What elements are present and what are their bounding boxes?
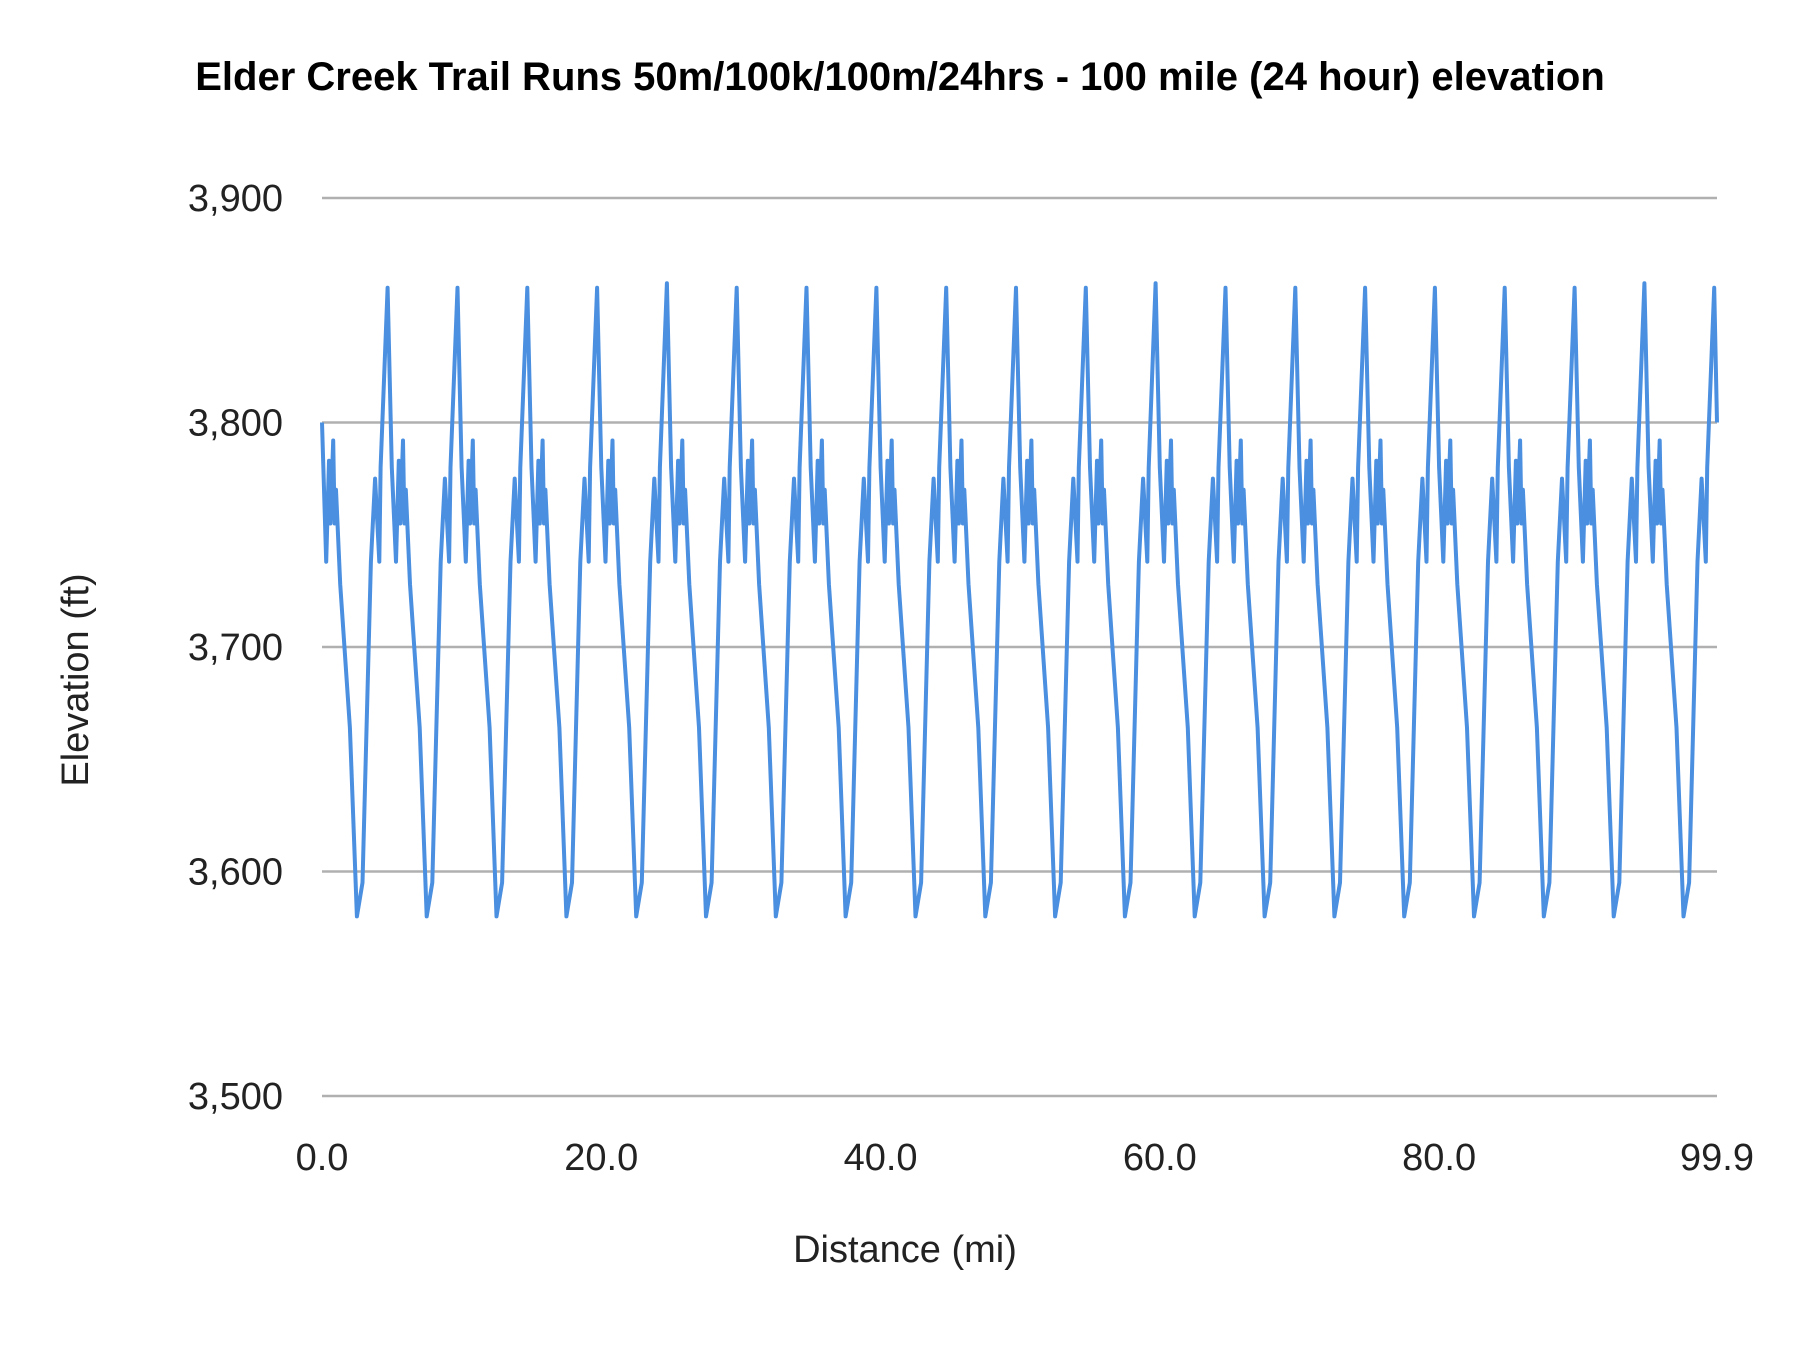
x-tick-label: 20.0 [564,1137,638,1179]
y-axis-label: Elevation (ft) [55,573,97,786]
y-tick-label: 3,500 [188,1076,283,1118]
x-tick-label: 99.9 [1680,1137,1754,1179]
y-tick-label: 3,600 [188,852,283,894]
x-tick-label: 40.0 [844,1137,918,1179]
y-axis-ticks: 3,500 3,600 3,700 3,800 3,900 [188,178,283,1118]
series-line-elevation [320,281,1719,919]
x-tick-label: 80.0 [1402,1137,1476,1179]
x-tick-label: 60.0 [1123,1137,1197,1179]
y-tick-label: 3,800 [188,403,283,445]
y-tick-label: 3,700 [188,627,283,669]
chart-title: Elder Creek Trail Runs 50m/100k/100m/24h… [195,55,1605,99]
y-tick-label: 3,900 [188,178,283,220]
x-axis-label: Distance (mi) [793,1229,1017,1271]
x-tick-label: 0.0 [296,1137,349,1179]
x-axis-ticks: 0.0 20.0 40.0 60.0 80.0 99.9 [296,1137,1754,1179]
